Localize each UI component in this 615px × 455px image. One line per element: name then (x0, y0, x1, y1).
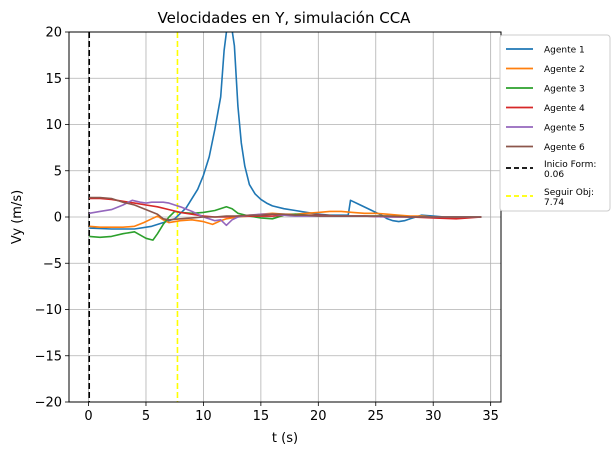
x-tick-label: 10 (195, 409, 212, 424)
y-tick-label: −10 (35, 303, 62, 318)
y-tick-label: −20 (35, 396, 62, 411)
legend-box (499, 34, 611, 212)
x-tick-label: 25 (367, 409, 384, 424)
legend-entry: 0.06 (544, 170, 564, 180)
legend-entry: 7.74 (544, 198, 564, 208)
legend: Agente 1 Agente 2 Agente 3 Agente 4 Agente 5… (499, 34, 611, 212)
y-tick-label: −5 (43, 257, 62, 272)
x-tick-label: 20 (310, 409, 327, 424)
legend-entry: Agente 6 (544, 143, 585, 153)
chart-title: Velocidades en Y, simulación CCA (158, 9, 412, 27)
series-line-3 (89, 206, 482, 241)
legend-entry: Agente 1 (544, 46, 585, 56)
legend-entry: Agente 5 (544, 124, 585, 134)
legend-entry: Inicio Form: (544, 160, 596, 170)
ticks: 0 5 10 15 20 25 30 35 −20 −15 −10 −5 0 5 10 15 20 (35, 26, 499, 425)
legend-entry: Seguir Obj: (544, 188, 594, 198)
y-tick-label: 20 (45, 26, 62, 41)
x-tick-label: 30 (425, 409, 442, 424)
y-tick-label: 5 (54, 164, 62, 179)
legend-entry: Agente 4 (544, 104, 585, 114)
legend-entry: Agente 2 (544, 65, 585, 75)
series-line-1 (89, 32, 482, 230)
y-tick-label: 10 (45, 118, 62, 133)
x-tick-label: 0 (84, 409, 92, 424)
y-tick-label: −15 (35, 349, 62, 364)
y-axis-label: Vy (m/s) (10, 190, 25, 244)
y-tick-label: 0 (54, 211, 62, 226)
series-lines (89, 32, 482, 241)
x-axis-label: t (s) (272, 431, 298, 446)
series-line-5 (89, 199, 482, 227)
series-line-6 (89, 196, 482, 221)
y-tick-label: 15 (45, 72, 62, 87)
x-tick-label: 35 (482, 409, 499, 424)
x-tick-label: 5 (142, 409, 150, 424)
legend-entry: Agente 3 (544, 85, 585, 95)
x-tick-label: 15 (253, 409, 270, 424)
